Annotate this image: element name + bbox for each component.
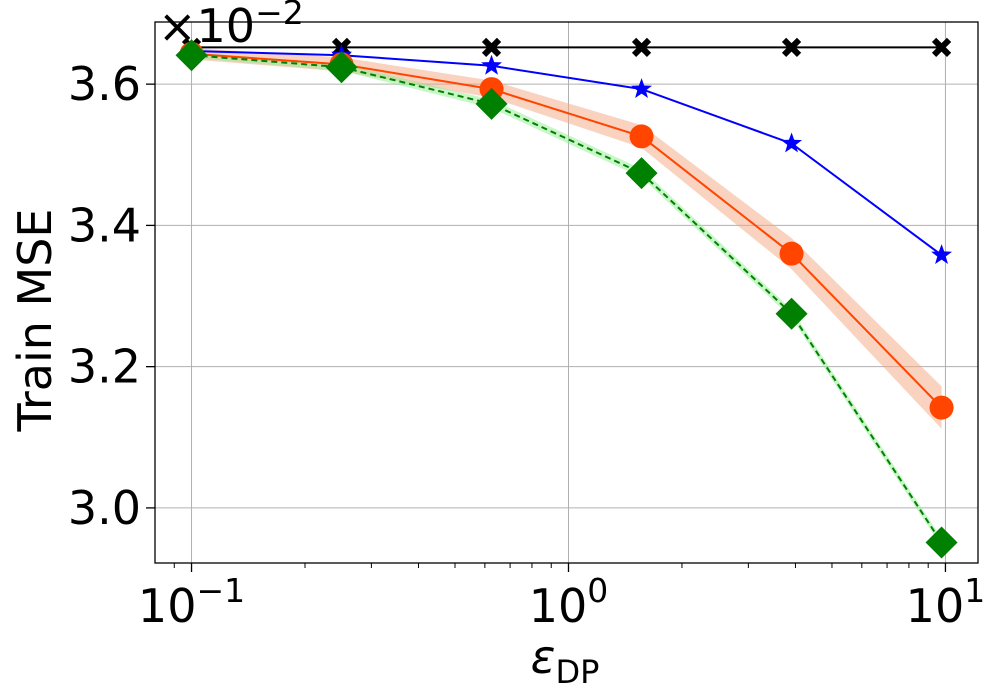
data-point-circle (779, 241, 804, 266)
data-point-x (631, 37, 652, 58)
data-point-star (481, 54, 502, 75)
data-point-diamond (925, 526, 958, 559)
series-line (191, 52, 943, 409)
data-point-diamond (475, 87, 508, 120)
data-point-circle (629, 124, 654, 149)
data-point-diamond (325, 51, 358, 84)
y-axis-label: Train MSE (8, 209, 62, 433)
error-band (191, 48, 942, 429)
series-line (191, 49, 943, 256)
x-axis-ticks: 10−1 100 101 (138, 563, 985, 633)
data-point-circle (929, 395, 954, 420)
x-tick-label: 100 (529, 571, 609, 633)
data-point-x (781, 37, 802, 58)
data-point-star (631, 78, 652, 98)
series-line (191, 54, 943, 544)
y-axis-multiplier: ×10−2 (158, 0, 304, 53)
data-point-diamond (775, 297, 808, 330)
y-axis-ticks: 3.0 3.2 3.4 3.6 (68, 57, 155, 535)
data-point-star (931, 244, 952, 264)
data-point-x (931, 37, 952, 58)
series-lines (191, 46, 943, 544)
data-point-x (481, 37, 502, 58)
x-tick-label: 10−1 (138, 571, 245, 633)
data-point-diamond (625, 157, 658, 190)
plot-frame (154, 21, 979, 564)
series-markers (175, 37, 958, 559)
y-tick-label: 3.2 (68, 340, 141, 394)
y-tick-label: 3.6 (68, 57, 141, 111)
y-tick-label: 3.4 (68, 198, 141, 252)
data-point-diamond (175, 39, 208, 72)
error-bands (191, 48, 942, 547)
x-axis-label: εDP (531, 630, 600, 690)
data-point-star (781, 132, 802, 153)
y-tick-label: 3.0 (68, 481, 141, 535)
x-tick-label: 101 (906, 571, 986, 633)
